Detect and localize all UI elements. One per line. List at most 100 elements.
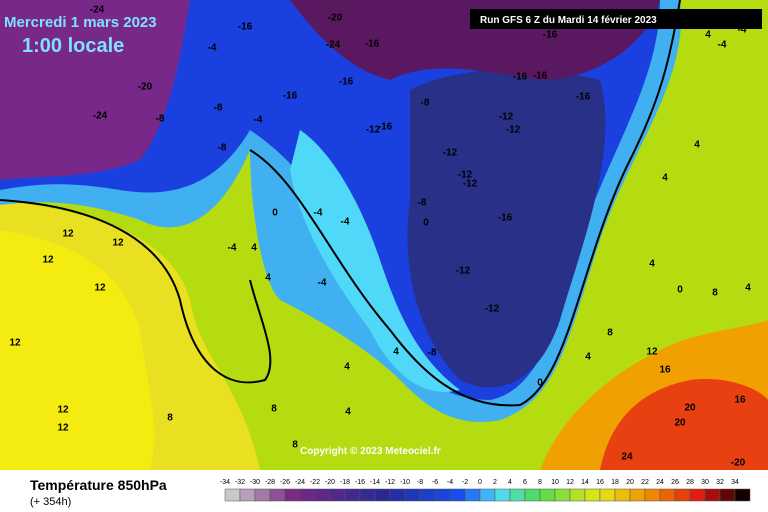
legend-label: 32: [716, 479, 724, 486]
legend-label: -14: [370, 479, 380, 486]
legend-swatch: [314, 488, 331, 502]
isotherm-label: 4: [344, 362, 350, 373]
isotherm-label: 4: [345, 407, 351, 418]
legend-label: 0: [478, 479, 482, 486]
legend-swatch: [569, 488, 586, 502]
legend-label: -12: [385, 479, 395, 486]
isotherm-label: -8: [418, 198, 427, 209]
legend-label: 10: [551, 479, 559, 486]
isotherm-label: -4: [254, 115, 263, 126]
isotherm-label: -4: [208, 43, 217, 54]
legend-label: 30: [701, 479, 709, 486]
isotherm-label: -12: [499, 112, 514, 123]
isotherm-label: -20: [731, 458, 746, 469]
isotherm-label: 12: [94, 283, 106, 294]
isotherm-label: 12: [57, 423, 69, 434]
legend-swatch: [299, 488, 316, 502]
legend-swatch: [224, 488, 241, 502]
isotherm-label: 4: [705, 30, 711, 41]
legend-swatch: [509, 488, 526, 502]
legend-swatch: [359, 488, 376, 502]
legend-swatch: [674, 488, 691, 502]
very-cold-zone: [0, 0, 190, 180]
legend-label: 28: [686, 479, 694, 486]
legend-swatch: [419, 488, 436, 502]
isotherm-label: 0: [272, 208, 278, 219]
legend-label: 18: [611, 479, 619, 486]
isotherm-label: 12: [9, 338, 21, 349]
isotherm-label: -16: [533, 71, 548, 82]
isotherm-label: -8: [214, 103, 223, 114]
isotherm-label: 4: [393, 347, 399, 358]
legend-label: -4: [447, 479, 453, 486]
legend-swatch: [599, 488, 616, 502]
legend-swatch: [449, 488, 466, 502]
legend-label: 26: [671, 479, 679, 486]
legend-label: 2: [493, 479, 497, 486]
legend-label: -30: [250, 479, 260, 486]
isotherm-zero: [0, 199, 272, 384]
isotherm-label: 8: [712, 288, 718, 299]
legend-swatch: [629, 488, 646, 502]
isotherm-label: -4: [314, 208, 323, 219]
isotherm-label: 8: [607, 328, 613, 339]
isotherm-label: -20: [138, 82, 153, 93]
legend-label: 8: [538, 479, 542, 486]
legend-label: -34: [220, 479, 230, 486]
isotherm-label: 0: [677, 285, 683, 296]
legend-swatch: [734, 488, 751, 502]
isotherm-label: -12: [366, 125, 381, 136]
legend-label: -28: [265, 479, 275, 486]
isotherm-label: -8: [428, 348, 437, 359]
isotherm-label: -16: [378, 122, 393, 133]
very-cold-zone: [407, 69, 606, 388]
legend-label: -10: [400, 479, 410, 486]
isotherm-label: 4: [585, 352, 591, 363]
isotherm-label: -20: [328, 13, 343, 24]
legend-label: 20: [626, 479, 634, 486]
isotherm-label: -16: [498, 213, 513, 224]
legend-swatch: [389, 488, 406, 502]
legend-label: 12: [566, 479, 574, 486]
legend-label: 16: [596, 479, 604, 486]
legend-swatch: [539, 488, 556, 502]
copyright: Copyright © 2023 Meteociel.fr: [300, 446, 441, 457]
isotherm-label: -4: [718, 40, 727, 51]
legend-swatch: [584, 488, 601, 502]
isotherm-label: 8: [271, 404, 277, 415]
legend-swatch: [329, 488, 346, 502]
isotherm-label: -16: [543, 30, 558, 41]
footer-title: Température 850hPa: [30, 477, 167, 493]
legend-label: 14: [581, 479, 589, 486]
isotherm-label: -12: [458, 170, 473, 181]
legend-label: 34: [731, 479, 739, 486]
isotherm-label: -24: [93, 111, 108, 122]
isotherm-label: 4: [251, 243, 257, 254]
legend-swatch: [344, 488, 361, 502]
legend-label: 22: [641, 479, 649, 486]
isotherm-label: -12: [443, 148, 458, 159]
isotherm-label: 4: [649, 259, 655, 270]
legend-label: -32: [235, 479, 245, 486]
isotherm-label: -12: [485, 304, 500, 315]
legend-swatch: [704, 488, 721, 502]
isotherm-label: -24: [326, 40, 341, 51]
legend-label: -16: [355, 479, 365, 486]
footer-lead: (+ 354h): [30, 496, 71, 508]
legend-swatch: [494, 488, 511, 502]
isotherm-label: -4: [341, 217, 350, 228]
legend-label: -6: [432, 479, 438, 486]
legend-label: -24: [295, 479, 305, 486]
legend-swatch: [404, 488, 421, 502]
legend-swatch: [434, 488, 451, 502]
legend-label: -2: [462, 479, 468, 486]
isotherm-label: 12: [112, 238, 124, 249]
isotherm-label: -4: [228, 243, 237, 254]
isotherm-label: 0: [537, 378, 543, 389]
legend-label: 6: [523, 479, 527, 486]
legend-swatch: [464, 488, 481, 502]
isotherm-label: 24: [621, 452, 633, 463]
isotherm-label: -8: [218, 143, 227, 154]
